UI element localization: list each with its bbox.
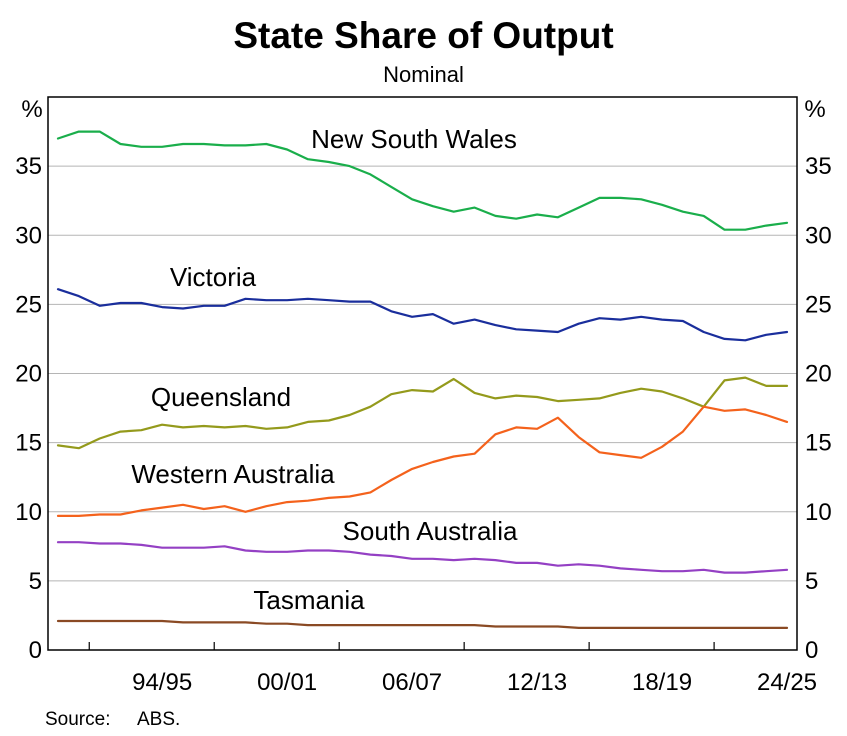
y-tick-label-right: 30 (805, 222, 832, 249)
x-tick-label: 06/07 (382, 669, 442, 696)
series-line-new-south-wales (56, 130, 789, 231)
x-tick-label: 94/95 (132, 669, 192, 696)
series-label-western-australia: Western Australia (131, 459, 335, 489)
y-tick-label-right: 10 (805, 499, 832, 526)
x-tick-label: 12/13 (507, 669, 567, 696)
y-tick-label-right: 25 (805, 291, 832, 318)
chart-title: State Share of Output (233, 15, 613, 56)
series-line-tasmania (56, 619, 789, 630)
series-line-queensland (56, 376, 789, 450)
series-labels: New South Wales Victoria Queensland West… (131, 124, 518, 615)
source-label: Source: (45, 709, 110, 730)
plot-frame (47, 96, 798, 651)
series-lines (56, 130, 789, 630)
series-label-south-australia: South Australia (343, 516, 518, 546)
x-tick-label: 18/19 (632, 669, 692, 696)
source-text: ABS. (137, 709, 180, 730)
y-tick-label-left: 10 (15, 499, 42, 526)
gridlines (48, 165, 797, 582)
series-line-south-australia (56, 541, 789, 574)
y-tick-label-left: 15 (15, 430, 42, 457)
y-tick-label-left: 0 (29, 637, 42, 664)
y-tick-label-right: 5 (805, 568, 818, 595)
y-tick-label-left: 25 (15, 291, 42, 318)
y-axis-unit-right: % (804, 96, 825, 123)
series-line-victoria (56, 288, 789, 342)
chart-subtitle: Nominal (383, 62, 464, 87)
x-tick-label: 24/25 (757, 669, 817, 696)
axes: 0 0 5 5 10 10 15 15 20 20 25 25 30 30 35 35 94/95 00/01 06… (15, 153, 831, 696)
series-label-tasmania: Tasmania (253, 585, 365, 615)
y-tick-label-left: 5 (29, 568, 42, 595)
y-tick-label-right: 35 (805, 153, 832, 180)
y-tick-label-left: 35 (15, 153, 42, 180)
y-axis-unit-left: % (21, 96, 42, 123)
y-tick-label-left: 20 (15, 361, 42, 388)
y-tick-label-right: 0 (805, 637, 818, 664)
series-label-new-south-wales: New South Wales (311, 124, 517, 154)
series-line-western-australia (56, 405, 789, 518)
y-tick-label-right: 15 (805, 430, 832, 457)
series-label-queensland: Queensland (151, 382, 291, 412)
series-label-victoria: Victoria (170, 262, 257, 292)
y-tick-label-left: 30 (15, 222, 42, 249)
y-tick-label-right: 20 (805, 361, 832, 388)
x-tick-label: 00/01 (257, 669, 317, 696)
